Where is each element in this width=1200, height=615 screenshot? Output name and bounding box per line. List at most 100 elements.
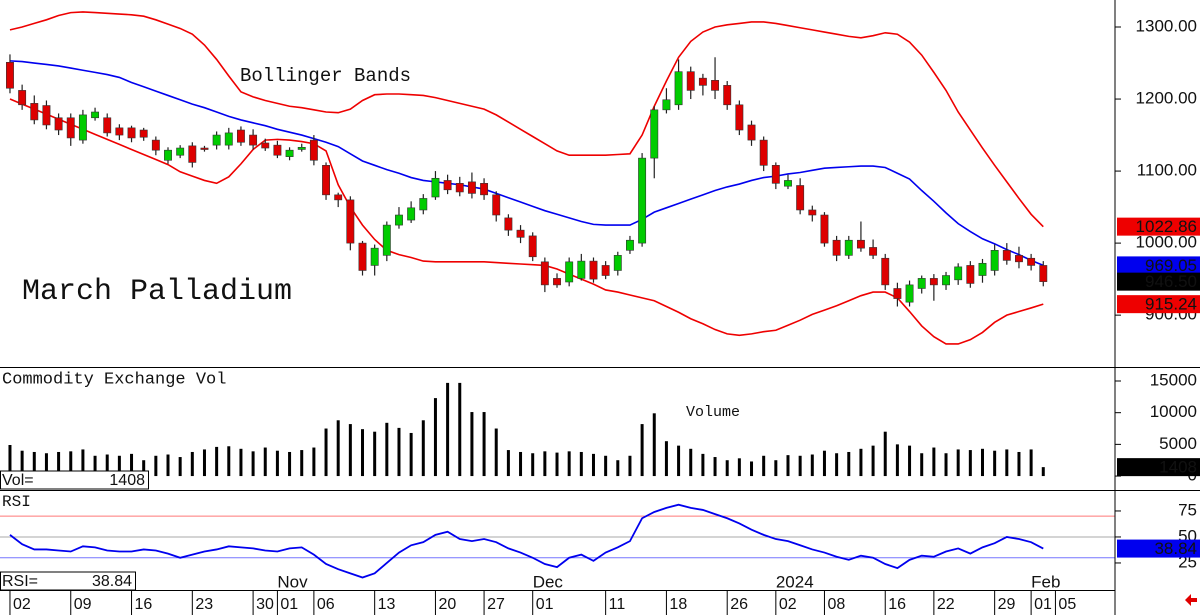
candle-body (297, 147, 306, 150)
value-box-label: 969.05 (1145, 256, 1197, 275)
annotation: Bollinger Bands (240, 65, 411, 87)
volume-bar (178, 457, 182, 477)
volume-bar (433, 398, 437, 477)
volume-bar (154, 455, 158, 477)
label-layer: 02 09 16 23 30 01 06 13 20 27 01 11 18 26 02 08 16 22 29 01… (0, 16, 1200, 613)
volume-bar (385, 422, 389, 477)
volume-bar (895, 444, 899, 477)
x-tick-label: 09 (74, 596, 92, 613)
candle-body (942, 275, 950, 286)
candle-body (42, 105, 51, 126)
x-tick-label: 05 (1058, 596, 1076, 613)
volume-bar (348, 424, 352, 477)
volume-bar (750, 461, 754, 477)
candle-body (881, 257, 890, 286)
candle-body (1027, 257, 1036, 266)
volume-bar (944, 453, 948, 477)
x-tick-label: 29 (998, 596, 1016, 613)
volume-bar (215, 446, 219, 477)
value-box (1117, 539, 1200, 558)
volume-bar (920, 453, 924, 477)
x-tick-label: 01 (1034, 596, 1052, 613)
volume-bar (774, 460, 778, 477)
candle-body (844, 239, 853, 256)
candle-body (455, 183, 464, 193)
candle-body (626, 239, 634, 251)
y-tick-label: 1000.00 (1136, 233, 1197, 252)
value-box (1117, 295, 1200, 314)
candle-body (249, 134, 258, 146)
x-tick-label: 13 (378, 596, 396, 613)
x-tick-label: 06 (317, 596, 335, 613)
volume-bar (336, 420, 340, 477)
volume-bar (810, 454, 814, 477)
volume-bar (506, 450, 510, 477)
volume-bar (737, 458, 741, 477)
candle-body (528, 235, 537, 258)
volume-bar (713, 457, 717, 477)
readout-value: 1408 (109, 472, 145, 489)
candle-body (1039, 265, 1048, 282)
candle-body (273, 144, 282, 156)
volume-bar (312, 447, 316, 477)
x-tick-label: 30 (256, 596, 274, 613)
value-box-label: 1408 (1159, 458, 1197, 477)
candle-body (480, 183, 489, 196)
candle-body (1015, 255, 1023, 263)
volume-bar (932, 447, 936, 477)
volume-bar (640, 424, 644, 477)
volume-bar (470, 412, 474, 477)
y-tick-label: 1200.00 (1136, 89, 1197, 108)
volume-bar (798, 455, 802, 477)
x-tick-label: 26 (730, 596, 748, 613)
candle-body (443, 180, 452, 191)
volume-bar (980, 448, 984, 477)
candle-body (966, 265, 975, 284)
x-tick-label: 11 (609, 596, 626, 613)
volume-bar (81, 449, 85, 477)
candle-body (893, 288, 902, 299)
x-tick-label: 16 (888, 596, 906, 613)
candle-body (808, 209, 817, 216)
volume-bar (725, 460, 729, 477)
x-period-label: Nov (277, 572, 308, 591)
candle-body (309, 139, 318, 161)
candle-body (224, 132, 233, 146)
candle-body (540, 261, 549, 286)
volume-bar (142, 460, 146, 477)
candle-body (869, 247, 878, 256)
volume-bar (482, 412, 486, 477)
candle-body (261, 142, 270, 149)
x-tick-label: 22 (937, 596, 955, 613)
volume-bar (579, 451, 583, 477)
candle-body (30, 103, 39, 121)
x-tick-label: 08 (827, 596, 845, 613)
candle-body (990, 250, 999, 271)
volume-bar (664, 441, 668, 477)
volume-bar (239, 448, 243, 477)
value-box-label: 1022.86 (1136, 217, 1197, 236)
candle-body (723, 85, 732, 106)
candle-body (382, 224, 391, 256)
volume-bar (263, 447, 267, 477)
candle-body (358, 242, 367, 271)
candle-body (832, 239, 841, 256)
volume-bar (956, 449, 960, 477)
volume-bar (190, 451, 194, 477)
volume-bar (324, 428, 328, 477)
x-tick-label: 16 (135, 596, 153, 613)
band-line (9, 11, 1044, 228)
candle-body (686, 71, 695, 91)
candle-body (601, 265, 610, 276)
panel-title: RSI (2, 493, 31, 511)
volume-bar (677, 445, 681, 477)
scroll-arrow-icon[interactable] (1185, 594, 1197, 606)
candle-body (139, 129, 148, 138)
candle-body (784, 180, 792, 187)
rsi-line (9, 503, 1044, 579)
volume-bar (883, 431, 887, 477)
candle-body (711, 80, 719, 91)
volume-bar (44, 453, 48, 477)
